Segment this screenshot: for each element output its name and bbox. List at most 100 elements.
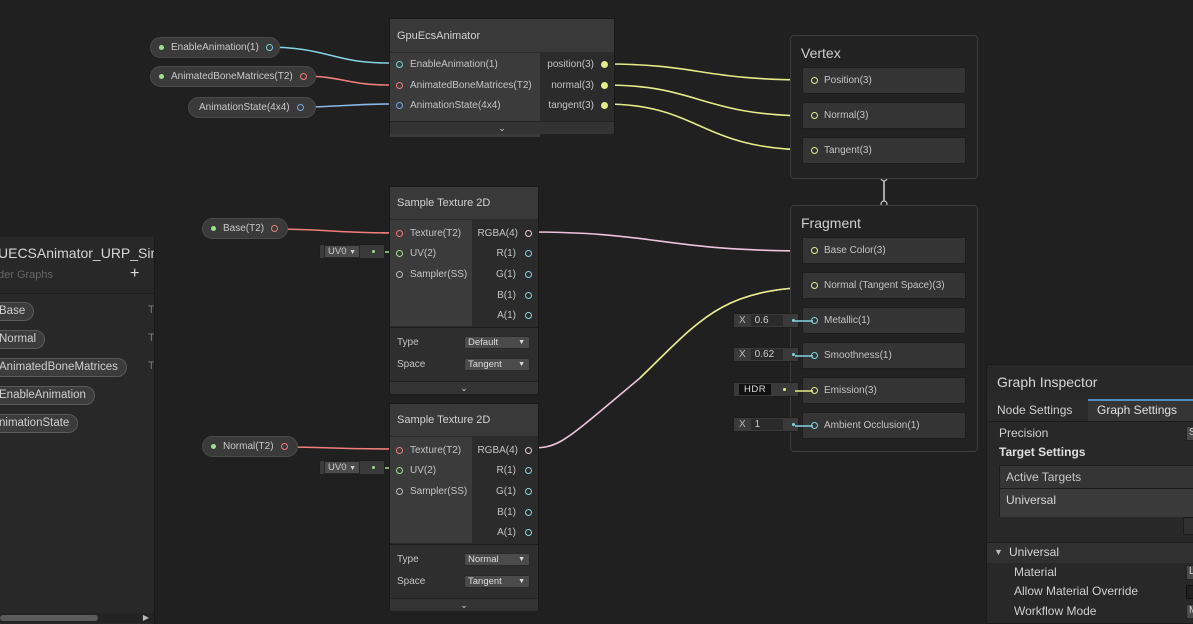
input-port-sampler[interactable]: Sampler(SS) <box>396 486 467 497</box>
input-port-icon[interactable] <box>396 61 403 68</box>
hdr-color-field[interactable]: HDR <box>739 384 772 395</box>
input-port-icon[interactable] <box>396 467 403 474</box>
block-position[interactable]: Position(3) <box>802 67 966 94</box>
input-port-icon[interactable] <box>396 102 403 109</box>
output-port-g[interactable]: G(1) <box>496 269 532 280</box>
allow-material-override-toggle[interactable] <box>1186 585 1193 599</box>
property-pill-animation-state[interactable]: AnimationState(4x4) <box>188 97 316 118</box>
output-port-r[interactable]: R(1) <box>497 465 532 476</box>
input-port-icon[interactable] <box>396 271 403 278</box>
input-port-uv[interactable]: UV(2) <box>396 465 436 476</box>
output-port-icon[interactable] <box>525 292 532 299</box>
input-port-icon[interactable] <box>811 247 818 254</box>
block-normal[interactable]: Normal(3) <box>802 102 966 129</box>
property-pill-normal[interactable]: Normal(T2) <box>202 436 298 457</box>
input-port-uv[interactable]: UV(2) <box>396 248 436 259</box>
input-port-icon[interactable] <box>396 230 403 237</box>
output-port-icon[interactable] <box>525 467 532 474</box>
uv-inline-dropdown[interactable]: UV0 ▼ <box>319 460 385 475</box>
block-base-color[interactable]: Base Color(3) <box>802 237 966 264</box>
active-target-item[interactable] <box>1000 489 1193 517</box>
output-port-rgba[interactable]: RGBA(4) <box>477 228 532 239</box>
blackboard-property-enable-animation[interactable]: EnableAnimation <box>0 386 95 405</box>
output-port-normal[interactable]: normal(3) <box>551 80 608 91</box>
output-port-icon[interactable] <box>601 82 608 89</box>
output-port-b[interactable]: B(1) <box>497 507 532 518</box>
output-port-icon[interactable] <box>601 61 608 68</box>
output-port-icon[interactable] <box>525 312 532 319</box>
input-port-enable-animation[interactable]: EnableAnimation(1) <box>396 59 498 70</box>
blackboard-property-base[interactable]: Base <box>0 302 35 321</box>
gpu-ecs-animator-node[interactable]: GpuEcsAnimator EnableAnimation(1) Animat… <box>389 18 615 137</box>
input-port-animation-state[interactable]: AnimationState(4x4) <box>396 100 501 111</box>
graph-inspector-panel[interactable]: Graph Inspector Node Settings Graph Sett… <box>986 364 1193 624</box>
section-caret-icon[interactable]: ▼ <box>994 547 1003 557</box>
output-port-icon[interactable] <box>296 104 304 111</box>
output-port-icon[interactable] <box>525 447 532 454</box>
property-pill-enable-animation[interactable]: EnableAnimation(1) <box>150 37 280 58</box>
smoothness-inline-input[interactable]: X 0.62 <box>733 347 799 362</box>
sample-texture-node-base[interactable]: Sample Texture 2D Texture(T2) UV(2) Samp… <box>389 186 539 394</box>
input-port-sampler[interactable]: Sampler(SS) <box>396 269 467 280</box>
output-port-a[interactable]: A(1) <box>497 527 532 538</box>
scroll-right-arrow-icon[interactable]: ▶ <box>142 613 149 622</box>
workflow-mode-dropdown[interactable]: M <box>1186 604 1193 619</box>
block-metallic[interactable]: Metallic(1) <box>802 307 966 334</box>
blackboard-property-animated-bone-matrices[interactable]: AnimatedBoneMatrices <box>0 358 127 377</box>
metallic-inline-input[interactable]: X 0.6 <box>733 313 799 328</box>
tab-node-settings[interactable]: Node Settings <box>997 403 1073 417</box>
input-port-icon[interactable] <box>811 282 818 289</box>
output-port-a[interactable]: A(1) <box>497 310 532 321</box>
output-port-icon[interactable] <box>525 271 532 278</box>
blackboard-property-animation-state[interactable]: nimationState <box>0 414 79 433</box>
horizontal-scrollbar[interactable]: ▶ <box>0 613 154 623</box>
add-property-button[interactable]: + <box>130 265 140 282</box>
output-port-b[interactable]: B(1) <box>497 290 532 301</box>
output-port-rgba[interactable]: RGBA(4) <box>477 445 532 456</box>
blackboard-property-normal[interactable]: Normal <box>0 330 46 349</box>
ambient-occlusion-inline-input[interactable]: X 1 <box>733 417 799 432</box>
blackboard-panel[interactable]: UECSAnimator_URP_Sim der Graphs + Base T… <box>0 237 155 624</box>
output-port-icon[interactable] <box>525 250 532 257</box>
property-pill-animated-bone-matrices[interactable]: AnimatedBoneMatrices(T2) <box>150 66 316 87</box>
output-port-icon[interactable] <box>525 488 532 495</box>
collapse-chevron-icon[interactable]: ⌄ <box>390 598 538 611</box>
sample-texture-node-normal[interactable]: Sample Texture 2D Texture(T2) UV(2) Samp… <box>389 403 539 611</box>
input-port-icon[interactable] <box>396 250 403 257</box>
output-port-icon[interactable] <box>299 73 307 80</box>
input-port-icon[interactable] <box>811 77 818 84</box>
value-field[interactable]: 1 <box>750 419 783 430</box>
fragment-stack[interactable]: Fragment Base Color(3) Normal (Tangent S… <box>790 205 978 452</box>
output-port-icon[interactable] <box>265 44 273 51</box>
input-port-bone-matrices[interactable]: AnimatedBoneMatrices(T2) <box>396 80 532 91</box>
emission-inline-input[interactable]: HDR <box>733 382 799 397</box>
active-target-universal[interactable]: Universal <box>1006 493 1057 507</box>
output-port-icon[interactable] <box>601 102 608 109</box>
input-port-icon[interactable] <box>396 488 403 495</box>
type-dropdown[interactable]: Normal ▼ <box>464 553 530 566</box>
uv-inline-dropdown[interactable]: UV0 ▼ <box>319 244 385 259</box>
vertex-stack[interactable]: Vertex Position(3) Normal(3) Tangent(3) <box>790 35 978 179</box>
output-port-icon[interactable] <box>271 225 279 232</box>
property-pill-base[interactable]: Base(T2) <box>202 218 288 239</box>
input-port-icon[interactable] <box>811 112 818 119</box>
input-port-texture[interactable]: Texture(T2) <box>396 445 461 456</box>
output-port-icon[interactable] <box>525 529 532 536</box>
block-smoothness[interactable]: Smoothness(1) <box>802 342 966 369</box>
block-emission[interactable]: Emission(3) <box>802 377 966 404</box>
precision-dropdown[interactable]: S <box>1186 426 1193 441</box>
output-port-position[interactable]: position(3) <box>547 59 608 70</box>
material-dropdown[interactable]: L <box>1186 565 1193 580</box>
scrollbar-thumb[interactable] <box>0 615 98 621</box>
input-port-icon[interactable] <box>396 447 403 454</box>
output-port-g[interactable]: G(1) <box>496 486 532 497</box>
output-port-icon[interactable] <box>525 509 532 516</box>
output-port-icon[interactable] <box>525 230 532 237</box>
output-port-r[interactable]: R(1) <box>497 248 532 259</box>
value-field[interactable]: 0.6 <box>750 315 783 326</box>
block-ambient-occlusion[interactable]: Ambient Occlusion(1) <box>802 412 966 439</box>
space-dropdown[interactable]: Tangent ▼ <box>464 358 530 371</box>
output-port-tangent[interactable]: tangent(3) <box>548 100 608 111</box>
input-port-icon[interactable] <box>811 147 818 154</box>
type-dropdown[interactable]: Default ▼ <box>464 336 530 349</box>
